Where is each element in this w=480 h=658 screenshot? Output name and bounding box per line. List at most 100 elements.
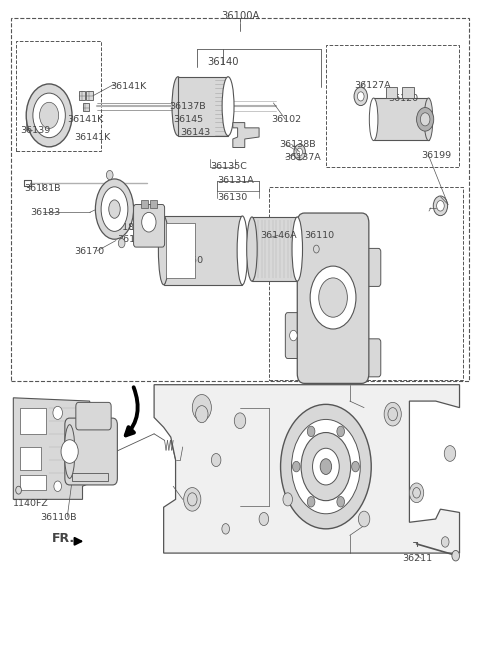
Circle shape bbox=[118, 239, 125, 248]
Text: 1140FZ: 1140FZ bbox=[13, 499, 49, 509]
Text: 36141K: 36141K bbox=[67, 115, 104, 124]
Text: 36182: 36182 bbox=[110, 223, 140, 232]
Text: 36110B: 36110B bbox=[40, 513, 77, 522]
Circle shape bbox=[384, 403, 401, 426]
Bar bbox=[141, 200, 148, 208]
Bar bbox=[16, 41, 101, 151]
Polygon shape bbox=[13, 398, 90, 499]
Polygon shape bbox=[233, 122, 259, 147]
Circle shape bbox=[283, 493, 292, 506]
Text: 36145: 36145 bbox=[173, 115, 204, 124]
Text: 36183: 36183 bbox=[30, 208, 60, 217]
Ellipse shape bbox=[64, 424, 75, 478]
Bar bbox=[72, 473, 108, 481]
Circle shape bbox=[292, 461, 300, 472]
Circle shape bbox=[222, 524, 229, 534]
FancyBboxPatch shape bbox=[358, 339, 381, 377]
Text: 36131A: 36131A bbox=[217, 176, 254, 186]
Circle shape bbox=[54, 481, 61, 492]
Text: 36139: 36139 bbox=[21, 126, 51, 135]
Bar bbox=[11, 18, 469, 382]
Circle shape bbox=[192, 395, 211, 420]
FancyBboxPatch shape bbox=[358, 249, 381, 286]
Circle shape bbox=[234, 413, 246, 428]
Circle shape bbox=[142, 213, 156, 232]
Circle shape bbox=[307, 497, 315, 507]
Ellipse shape bbox=[172, 77, 184, 136]
Text: 36138B: 36138B bbox=[280, 139, 316, 149]
FancyBboxPatch shape bbox=[297, 213, 369, 384]
Circle shape bbox=[33, 93, 65, 138]
Circle shape bbox=[417, 107, 434, 131]
Bar bbox=[79, 91, 85, 99]
Text: 36181B: 36181B bbox=[24, 184, 60, 193]
Circle shape bbox=[61, 440, 78, 463]
Text: 36120: 36120 bbox=[388, 94, 418, 103]
Polygon shape bbox=[154, 385, 459, 553]
Circle shape bbox=[337, 497, 345, 507]
Ellipse shape bbox=[237, 216, 248, 285]
Text: 36130: 36130 bbox=[217, 193, 247, 203]
Bar bbox=[86, 91, 93, 99]
Circle shape bbox=[409, 483, 424, 503]
Text: FR.: FR. bbox=[52, 532, 75, 545]
Circle shape bbox=[352, 461, 360, 472]
Circle shape bbox=[259, 513, 269, 526]
Text: 36127A: 36127A bbox=[355, 81, 391, 89]
Circle shape bbox=[211, 453, 221, 467]
Ellipse shape bbox=[96, 179, 133, 240]
Bar bbox=[373, 97, 429, 140]
Bar bbox=[20, 475, 46, 490]
Text: 36199: 36199 bbox=[421, 151, 452, 160]
Circle shape bbox=[53, 407, 62, 419]
Ellipse shape bbox=[292, 217, 302, 281]
Circle shape bbox=[289, 330, 297, 341]
Text: 36141K: 36141K bbox=[110, 82, 146, 91]
Bar bbox=[252, 217, 297, 281]
Circle shape bbox=[291, 419, 360, 514]
Ellipse shape bbox=[158, 216, 169, 285]
Circle shape bbox=[313, 245, 319, 253]
Text: 36146A: 36146A bbox=[260, 231, 297, 240]
Circle shape bbox=[319, 278, 348, 317]
Circle shape bbox=[337, 426, 345, 437]
Ellipse shape bbox=[247, 217, 257, 281]
Ellipse shape bbox=[369, 98, 378, 141]
Bar bbox=[402, 87, 414, 98]
Text: 36143: 36143 bbox=[180, 128, 210, 137]
FancyBboxPatch shape bbox=[65, 418, 117, 485]
Text: 36141K: 36141K bbox=[74, 132, 111, 141]
Circle shape bbox=[307, 426, 315, 437]
Bar bbox=[83, 103, 89, 111]
Circle shape bbox=[413, 488, 420, 498]
Text: 36102: 36102 bbox=[272, 115, 301, 124]
Circle shape bbox=[437, 201, 444, 211]
Circle shape bbox=[433, 196, 447, 216]
Bar bbox=[164, 216, 242, 285]
Text: 36150: 36150 bbox=[173, 256, 204, 265]
Circle shape bbox=[310, 266, 356, 329]
Circle shape bbox=[358, 92, 364, 101]
Circle shape bbox=[301, 432, 351, 501]
FancyBboxPatch shape bbox=[76, 403, 111, 430]
Text: 36100A: 36100A bbox=[221, 11, 259, 21]
Bar bbox=[269, 187, 463, 380]
Circle shape bbox=[184, 488, 201, 511]
Bar bbox=[20, 447, 41, 470]
Circle shape bbox=[297, 148, 302, 156]
Bar bbox=[150, 200, 157, 208]
Circle shape bbox=[442, 537, 449, 547]
Bar bbox=[326, 45, 458, 166]
Circle shape bbox=[281, 405, 371, 529]
Text: 36211: 36211 bbox=[402, 554, 432, 563]
Text: 36137A: 36137A bbox=[284, 153, 321, 162]
Circle shape bbox=[312, 448, 339, 485]
Bar bbox=[385, 87, 397, 98]
Bar bbox=[20, 407, 46, 434]
Ellipse shape bbox=[222, 77, 234, 136]
Circle shape bbox=[354, 88, 367, 105]
Circle shape bbox=[452, 551, 459, 561]
Bar bbox=[178, 77, 228, 136]
Circle shape bbox=[107, 170, 113, 180]
Text: 36170: 36170 bbox=[74, 247, 104, 255]
